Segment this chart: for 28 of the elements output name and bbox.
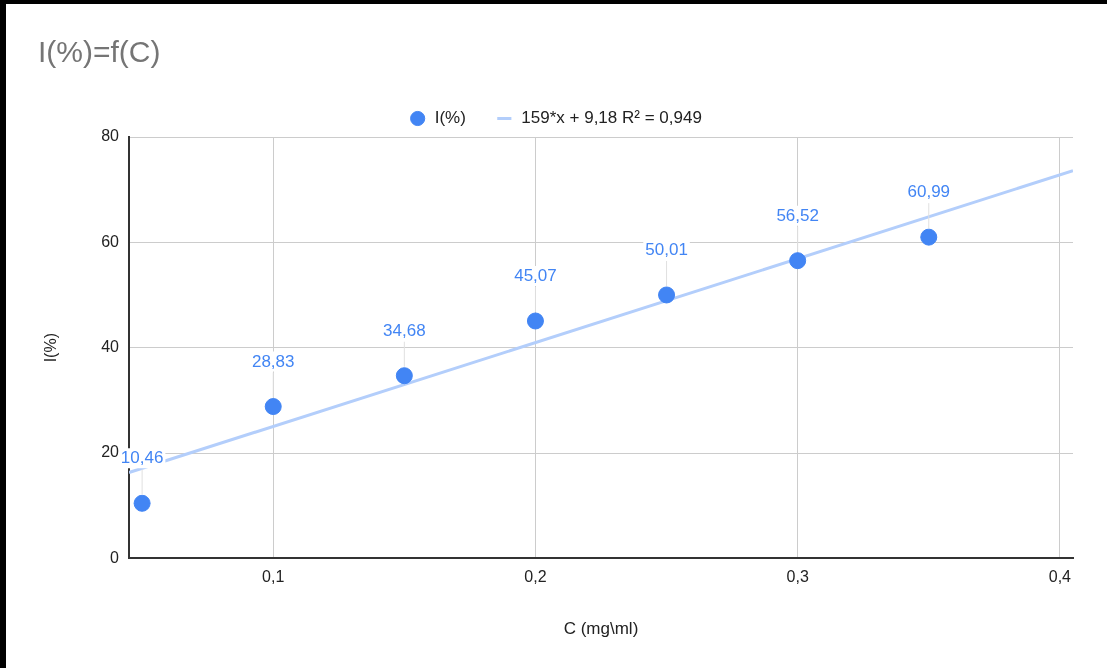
y-tick-label: 80 bbox=[101, 127, 120, 145]
x-tick-label: 0,4 bbox=[1048, 568, 1072, 586]
y-axis-title: I(%) bbox=[42, 333, 60, 363]
x-tick-label: 0,2 bbox=[524, 568, 547, 586]
point bbox=[133, 494, 151, 512]
point bbox=[264, 398, 282, 416]
y-tick-label: 20 bbox=[101, 443, 120, 461]
x-tick-label: 0,3 bbox=[786, 568, 809, 586]
data-label: 60,99 bbox=[907, 182, 951, 202]
legend-label: 159*x + 9,18 R² = 0,949 bbox=[521, 108, 702, 128]
data-label: 28,83 bbox=[251, 351, 295, 371]
data-label: 45,07 bbox=[514, 266, 557, 286]
x-tick-label: 0,1 bbox=[262, 568, 285, 586]
point bbox=[395, 367, 413, 385]
legend-label: I(%) bbox=[434, 108, 466, 128]
y-tick-label: 0 bbox=[110, 548, 120, 566]
y-tick-label: 60 bbox=[101, 232, 120, 250]
data-label: 10,46 bbox=[120, 448, 164, 468]
point bbox=[789, 252, 807, 270]
chart-title: I(%)=f(C) bbox=[38, 35, 161, 69]
point bbox=[920, 228, 938, 246]
data-label: 50,01 bbox=[645, 240, 688, 260]
point bbox=[658, 286, 676, 304]
point bbox=[526, 312, 544, 330]
x-axis-title: C (mg\ml) bbox=[563, 619, 639, 639]
data-label: 56,52 bbox=[776, 205, 819, 225]
y-tick-label: 40 bbox=[101, 338, 120, 356]
data-label: 34,68 bbox=[383, 320, 426, 340]
